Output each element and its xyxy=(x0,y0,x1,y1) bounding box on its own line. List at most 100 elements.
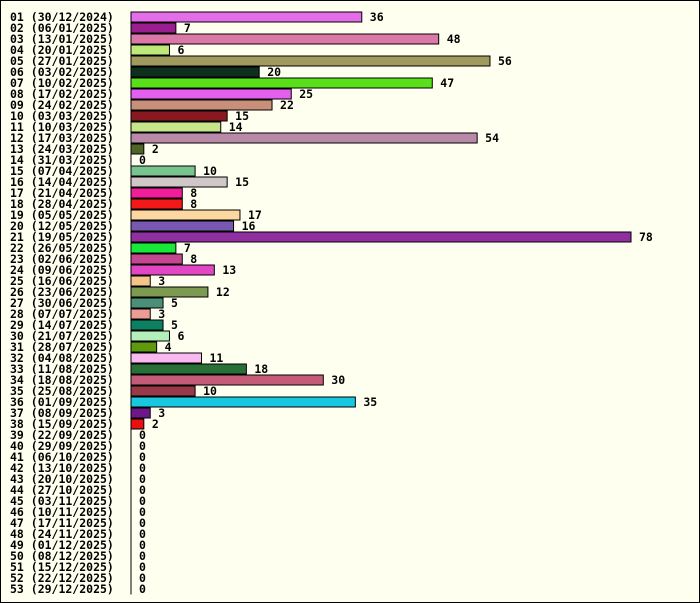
bar xyxy=(130,231,632,243)
value-label: 0 xyxy=(139,153,146,167)
category-label: 51 (15/12/2025) xyxy=(10,560,114,574)
category-label: 32 (04/08/2025) xyxy=(10,351,114,365)
value-label: 8 xyxy=(190,252,197,266)
category-label: 39 (22/09/2025) xyxy=(10,428,114,442)
category-label: 20 (12/05/2025) xyxy=(10,219,114,233)
category-label: 29 (14/07/2025) xyxy=(10,318,114,332)
value-label: 2 xyxy=(152,142,159,156)
category-label: 43 (20/10/2025) xyxy=(10,472,114,486)
value-label: 22 xyxy=(280,98,294,112)
value-label: 25 xyxy=(299,87,313,101)
value-label: 0 xyxy=(139,483,146,497)
bar xyxy=(130,220,235,232)
bar xyxy=(130,165,196,177)
value-label: 20 xyxy=(267,65,281,79)
bars-group xyxy=(130,11,632,430)
value-label: 17 xyxy=(248,208,262,222)
value-label: 0 xyxy=(139,494,146,508)
category-label: 10 (03/03/2025) xyxy=(10,109,114,123)
bar xyxy=(130,66,260,78)
value-label: 5 xyxy=(171,318,178,332)
category-label: 36 (01/09/2025) xyxy=(10,395,114,409)
category-label: 19 (05/05/2025) xyxy=(10,208,114,222)
value-label: 56 xyxy=(498,54,512,68)
bar xyxy=(130,264,215,276)
category-label: 30 (21/07/2025) xyxy=(10,329,114,343)
bar xyxy=(130,363,247,375)
bar xyxy=(130,319,164,331)
category-label: 27 (30/06/2025) xyxy=(10,296,114,310)
bar xyxy=(130,275,151,287)
category-label: 28 (07/07/2025) xyxy=(10,307,114,321)
category-label: 42 (13/10/2025) xyxy=(10,461,114,475)
bar xyxy=(130,341,158,353)
category-label: 11 (10/03/2025) xyxy=(10,120,114,134)
category-label: 15 (07/04/2025) xyxy=(10,164,114,178)
bar xyxy=(130,11,363,23)
value-label: 54 xyxy=(485,131,499,145)
value-label: 35 xyxy=(363,395,377,409)
bar xyxy=(130,385,196,397)
category-label: 49 (01/12/2025) xyxy=(10,538,114,552)
category-label: 07 (10/02/2025) xyxy=(10,76,114,90)
category-labels-group: 01 (30/12/2024)02 (06/01/2025)03 (13/01/… xyxy=(10,10,114,596)
value-label: 14 xyxy=(229,120,243,134)
category-label: 40 (29/09/2025) xyxy=(10,439,114,453)
bar xyxy=(130,374,324,386)
category-label: 31 (28/07/2025) xyxy=(10,340,114,354)
bar xyxy=(130,187,183,199)
category-label: 48 (24/11/2025) xyxy=(10,527,114,541)
value-label: 0 xyxy=(139,439,146,453)
category-label: 03 (13/01/2025) xyxy=(10,32,114,46)
category-label: 47 (17/11/2025) xyxy=(10,516,114,530)
bar xyxy=(130,99,273,111)
category-label: 45 (03/11/2025) xyxy=(10,494,114,508)
value-label: 0 xyxy=(139,549,146,563)
bar xyxy=(130,55,491,67)
value-label: 15 xyxy=(235,175,249,189)
value-label: 10 xyxy=(203,384,217,398)
value-label: 0 xyxy=(139,428,146,442)
bar xyxy=(130,352,203,364)
category-label: 53 (29/12/2025) xyxy=(10,582,114,596)
value-label: 18 xyxy=(254,362,268,376)
value-label: 0 xyxy=(139,505,146,519)
bar xyxy=(130,22,177,34)
value-label: 8 xyxy=(190,186,197,200)
bar xyxy=(130,132,478,144)
category-label: 34 (18/08/2025) xyxy=(10,373,114,387)
category-label: 13 (24/03/2025) xyxy=(10,142,114,156)
category-label: 06 (03/02/2025) xyxy=(10,65,114,79)
value-labels-group: 3674865620472522151454201015881716787813… xyxy=(139,10,653,596)
category-label: 33 (11/08/2025) xyxy=(10,362,114,376)
category-label: 18 (28/04/2025) xyxy=(10,197,114,211)
bar xyxy=(130,110,228,122)
category-label: 23 (02/06/2025) xyxy=(10,252,114,266)
category-label: 12 (17/03/2025) xyxy=(10,131,114,145)
bar xyxy=(130,308,151,320)
bar xyxy=(130,407,151,419)
value-label: 12 xyxy=(216,285,230,299)
category-label: 14 (31/03/2025) xyxy=(10,153,114,167)
category-label: 50 (08/12/2025) xyxy=(10,549,114,563)
value-label: 36 xyxy=(370,10,384,24)
category-label: 25 (16/06/2025) xyxy=(10,274,114,288)
bar xyxy=(130,209,241,221)
value-label: 6 xyxy=(177,43,184,57)
value-label: 3 xyxy=(158,406,165,420)
category-label: 21 (19/05/2025) xyxy=(10,230,114,244)
value-label: 48 xyxy=(447,32,461,46)
value-label: 7 xyxy=(184,21,191,35)
bar xyxy=(130,77,433,89)
category-label: 46 (10/11/2025) xyxy=(10,505,114,519)
category-label: 01 (30/12/2024) xyxy=(10,10,114,24)
category-label: 05 (27/01/2025) xyxy=(10,54,114,68)
category-label: 02 (06/01/2025) xyxy=(10,21,114,35)
category-label: 22 (26/05/2025) xyxy=(10,241,114,255)
category-label: 24 (09/06/2025) xyxy=(10,263,114,277)
value-label: 3 xyxy=(158,274,165,288)
bar xyxy=(130,121,222,133)
value-label: 0 xyxy=(139,582,146,596)
